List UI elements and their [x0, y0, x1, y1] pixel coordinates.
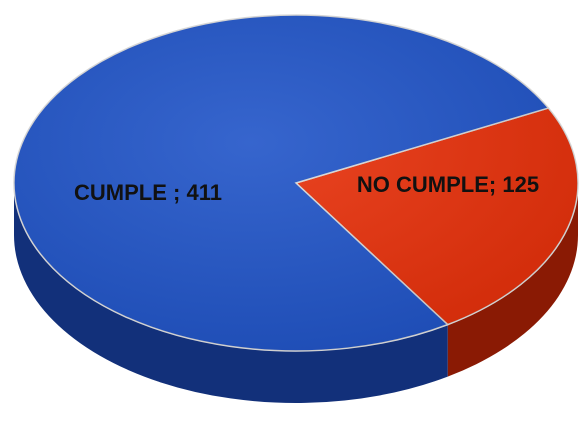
pie-top-layer: [13, 14, 579, 352]
pie-shading: [14, 15, 578, 351]
pie-side-cumple: [14, 183, 448, 403]
data-label-cumple: CUMPLE ; 411: [74, 180, 222, 205]
pie-side-layer: [14, 183, 578, 403]
pie-side-no-cumple: [447, 183, 578, 377]
pie-label-layer: NO CUMPLE; 125 CUMPLE ; 411: [74, 172, 539, 205]
data-label-no-cumple: NO CUMPLE; 125: [357, 172, 539, 197]
